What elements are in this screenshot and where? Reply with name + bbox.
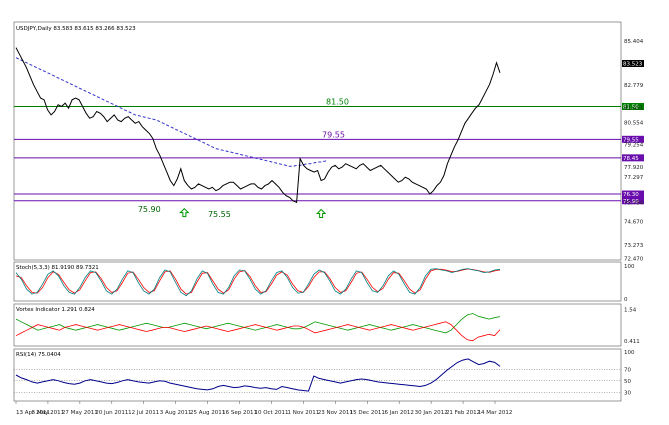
level-axis-box-4 — [622, 197, 644, 205]
g-stoch-tick-0: 100 — [624, 264, 635, 270]
rsi-line — [15, 358, 501, 392]
ma-polyline — [15, 57, 329, 167]
level-label-0: 81.50 — [326, 97, 349, 106]
symbol-header: USDJPY,Daily 83.583 83.615 83.266 83.523 — [16, 26, 136, 32]
price-axis-ticks: 85.40484.05582.77981.43180.55479.25477.9… — [624, 39, 644, 263]
price-polyline — [15, 47, 501, 204]
rsi-header: RSI(14) 75.0404 — [16, 352, 61, 358]
x-tick-10: 23 Nov 2011 — [318, 410, 353, 416]
g-rsi-tick-1: 70 — [624, 367, 631, 373]
vortex-lines: 1.54 0.411 — [15, 308, 640, 345]
x-tick-7: 16 Sep 2011 — [222, 410, 257, 416]
price-tick-4: 80.554 — [624, 120, 644, 126]
annotations: 75.90 75.55 — [138, 205, 327, 219]
price-panel-frame — [13, 21, 622, 261]
level-axis-box-0 — [622, 102, 644, 110]
annotation-0: 75.90 — [138, 205, 161, 214]
level-axis-label-3: 76.30 — [623, 192, 639, 198]
x-tick-11: 15 Dec 2011 — [350, 410, 385, 416]
x-tick-6: 25 Aug 2011 — [190, 410, 225, 416]
x-tick-2: 27 May 2011 — [62, 410, 98, 416]
rsi-panel-frame — [13, 348, 622, 402]
level-axis-label-4: 75.90 — [623, 199, 639, 205]
x-tick-4: 12 Jul 2011 — [128, 410, 159, 416]
price-tick-11: 72.470 — [624, 257, 644, 263]
stoch-main-line — [15, 268, 501, 297]
up-arrow-icon-1 — [315, 208, 327, 218]
price-tick-6: 77.920 — [624, 165, 644, 171]
g-vortex-tick-0: 1.54 — [624, 308, 637, 314]
level-axis-label-0: 81.50 — [623, 104, 639, 110]
x-tick-9: 1 Nov 2011 — [288, 410, 320, 416]
g-stoch-tick-1: 0 — [624, 297, 628, 303]
price-tick-3: 81.431 — [624, 106, 643, 112]
level-axis-box-3 — [622, 190, 644, 198]
up-arrow-icon-0 — [179, 207, 190, 218]
g-vortex-tick-1: 0.411 — [624, 339, 640, 345]
g-rsi-tick-2: 50 — [624, 379, 631, 385]
rsi-lines: 100 70 50 30 — [14, 350, 635, 396]
price-tick-8: 75.794 — [624, 201, 644, 207]
price-line — [15, 47, 501, 204]
current-price-box — [622, 60, 644, 67]
x-tick-1: 5 May 2011 — [32, 410, 64, 416]
price-tick-7: 77.297 — [624, 175, 644, 181]
stoch-signal-line — [15, 268, 501, 295]
price-tick-0: 85.404 — [624, 39, 644, 45]
level-axis-label-1: 79.55 — [623, 137, 639, 143]
x-tick-3: 20 Jun 2011 — [95, 410, 128, 416]
vortex-plus-line — [15, 313, 501, 334]
current-price-label: 83.523 — [623, 62, 643, 68]
x-tick-5: 3 Aug 2011 — [160, 410, 192, 416]
vortex-minus-line — [15, 321, 501, 342]
vortex-panel-frame — [13, 303, 622, 347]
x-tick-14: 21 Feb 2012 — [446, 410, 480, 416]
stoch-panel-frame — [13, 261, 622, 302]
x-tick-0: 13 Apr 2011 — [16, 410, 50, 416]
g-rsi-tick-0: 100 — [624, 350, 635, 356]
level-axis-label-2: 78.45 — [623, 156, 639, 162]
stoch-lines: 100 0 — [15, 264, 635, 303]
price-tick-10: 73.273 — [624, 243, 644, 249]
level-label-1: 79.55 — [322, 130, 345, 139]
stoch-header: Stoch(5,3,3) 81.9190 89.7321 — [16, 265, 99, 271]
vortex-header: Vortex Indicator 1.291 0.824 — [16, 307, 95, 313]
x-tick-8: 10 Oct 2011 — [254, 410, 288, 416]
g-rsi-tick-3: 30 — [624, 390, 631, 396]
annotation-1: 75.55 — [208, 210, 231, 219]
x-tick-13: 30 Jan 2012 — [415, 410, 448, 416]
price-tick-9: 74.670 — [624, 219, 644, 225]
moving-average-line — [15, 57, 329, 167]
price-tick-5: 79.254 — [624, 142, 644, 148]
x-tick-12: 6 Jan 2012 — [384, 410, 413, 416]
level-axis-box-2 — [622, 154, 644, 162]
x-tick-15: 14 Mar 2012 — [478, 410, 513, 416]
price-tick-2: 82.779 — [624, 83, 644, 89]
level-axis-box-1 — [622, 135, 644, 143]
